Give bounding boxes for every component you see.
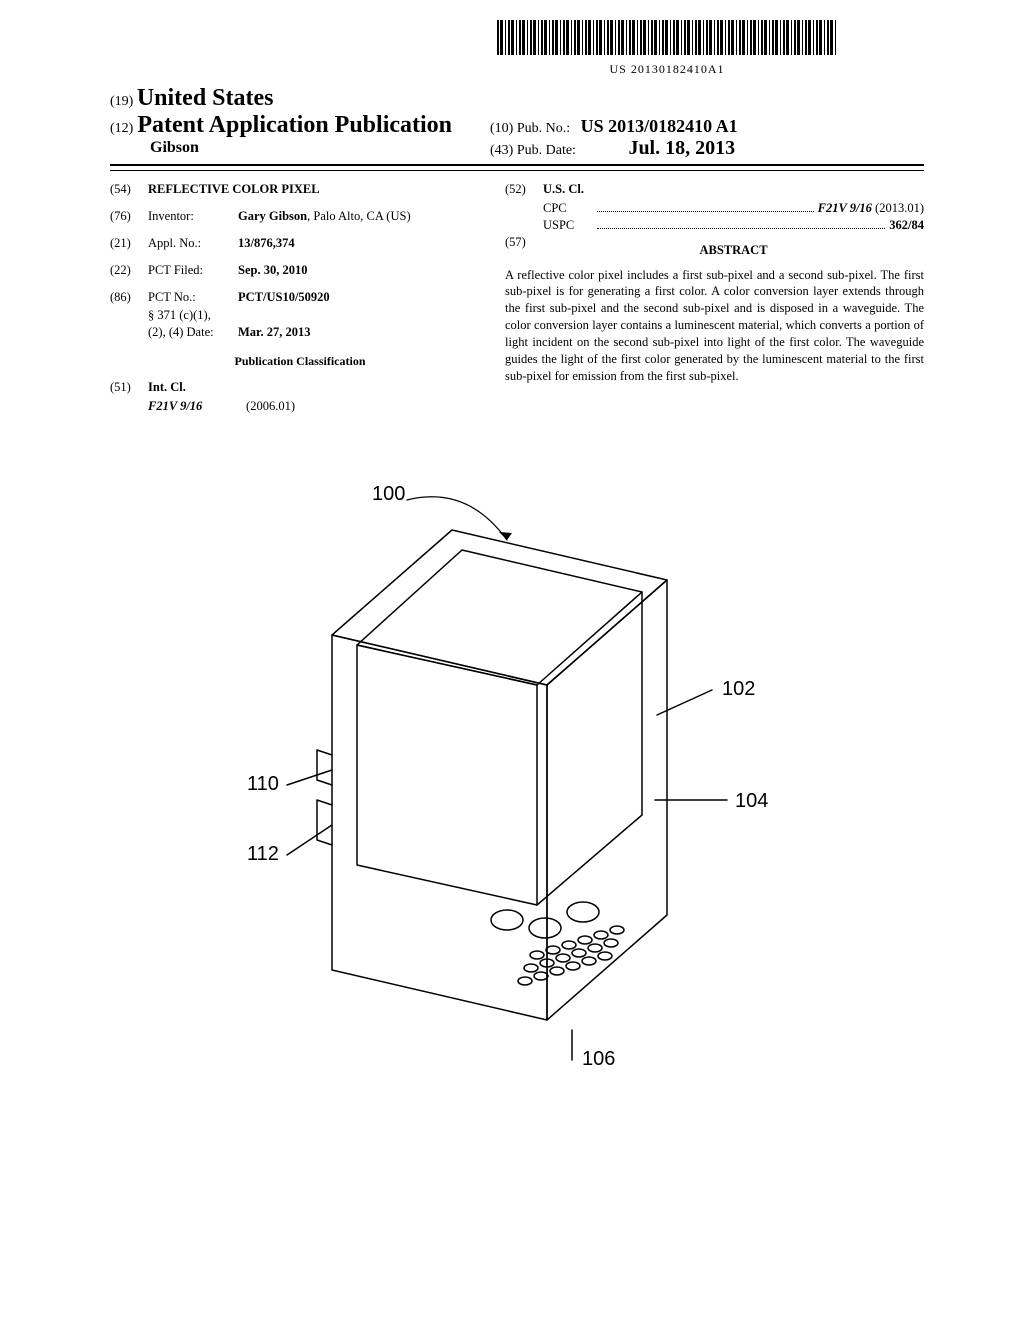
uspc-value: 362/84 [889, 217, 924, 234]
intcl-year: (2006.01) [246, 399, 295, 413]
dots-1 [597, 211, 814, 212]
cpc-value: F21V 9/16 [818, 201, 872, 215]
section371-date-label: (2), (4) Date: [148, 324, 238, 341]
intcl-row: (51) Int. Cl. [110, 379, 490, 396]
inventor-label: Inventor: [148, 208, 238, 225]
section371-block: § 371 (c)(1), (2), (4) Date: Mar. 27, 20… [148, 307, 490, 341]
country-code: (19) [110, 94, 133, 109]
title-value: REFLECTIVE COLOR PIXEL [148, 181, 320, 198]
fig-ref-104: 104 [735, 790, 768, 812]
title-row: (54) REFLECTIVE COLOR PIXEL [110, 181, 490, 198]
pctno-value: PCT/US10/50920 [238, 289, 490, 306]
country-name: United States [137, 85, 274, 111]
author-name: Gibson [150, 139, 490, 157]
inventor-location: , Palo Alto, CA (US) [307, 209, 411, 223]
applno-label: Appl. No.: [148, 235, 238, 252]
pub-no-code: (10) [490, 121, 513, 136]
pctno-code: (86) [110, 289, 148, 306]
pub-date-code: (43) [490, 143, 513, 158]
uscl-row: (52) U.S. Cl. [505, 181, 924, 198]
biblio-columns: (54) REFLECTIVE COLOR PIXEL (76) Invento… [110, 181, 924, 415]
applno-row: (21) Appl. No.: 13/876,374 [110, 235, 490, 252]
inventor-value: Gary Gibson, Palo Alto, CA (US) [238, 208, 490, 225]
cpc-value-wrap: F21V 9/16 (2013.01) [818, 200, 924, 217]
uscl-code: (52) [505, 181, 543, 198]
abstract-code: (57) [505, 234, 543, 267]
header-rule-bottom [110, 170, 924, 171]
cpc-year: (2013.01) [875, 201, 924, 215]
right-column: (52) U.S. Cl. CPC F21V 9/16 (2013.01) US… [505, 181, 924, 415]
country-line: (19) United States [110, 85, 924, 112]
abstract-heading: ABSTRACT [543, 242, 924, 259]
classification-heading: Publication Classification [110, 353, 490, 369]
pub-date-value: Jul. 18, 2013 [628, 137, 735, 159]
inventor-name: Gary Gibson [238, 209, 307, 223]
intcl-class: F21V 9/16 [148, 399, 202, 413]
pub-no-value: US 2013/0182410 A1 [581, 116, 738, 136]
barcode-block: US 20130182410A1 [410, 20, 924, 77]
barcode-graphic [497, 20, 837, 55]
header-block: (19) United States (12) Patent Applicati… [110, 85, 924, 160]
applno-value: 13/876,374 [238, 235, 490, 252]
intcl-label: Int. Cl. [148, 379, 186, 396]
figure-area: 100 102 104 106 110 112 [110, 460, 924, 1105]
patent-page: US 20130182410A1 (19) United States (12)… [0, 0, 1024, 1320]
section371-date-row: (2), (4) Date: Mar. 27, 2013 [148, 324, 490, 341]
fig-ref-110: 110 [247, 773, 279, 795]
fig-ref-100: 100 [372, 483, 405, 505]
pctfiled-row: (22) PCT Filed: Sep. 30, 2010 [110, 262, 490, 279]
dots-2 [597, 228, 885, 229]
pctfiled-label: PCT Filed: [148, 262, 238, 279]
inventor-row: (76) Inventor: Gary Gibson, Palo Alto, C… [110, 208, 490, 225]
cpc-label: CPC [543, 200, 593, 217]
fig-ref-102: 102 [722, 678, 755, 700]
fig-ref-106: 106 [582, 1048, 615, 1070]
pctfiled-value: Sep. 30, 2010 [238, 262, 490, 279]
doc-type-code: (12) [110, 121, 133, 136]
header-rule-top [110, 164, 924, 166]
section371-c1: § 371 (c)(1), [148, 307, 490, 324]
uscl-label: U.S. Cl. [543, 181, 584, 198]
pub-no-label: Pub. No.: [517, 121, 570, 136]
pub-no-line: (10) Pub. No.: US 2013/0182410 A1 [490, 116, 924, 137]
doc-type: Patent Application Publication [137, 112, 452, 138]
pctfiled-code: (22) [110, 262, 148, 279]
intcl-code: (51) [110, 379, 148, 396]
cpc-row: CPC F21V 9/16 (2013.01) USPC 362/84 [543, 200, 924, 234]
pub-date-line: (43) Pub. Date: Jul. 18, 2013 [490, 137, 924, 160]
header-row: (12) Patent Application Publication Gibs… [110, 112, 924, 160]
inventor-code: (76) [110, 208, 148, 225]
abstract-text: A reflective color pixel includes a firs… [505, 267, 924, 385]
patent-figure: 100 102 104 106 110 112 [237, 460, 797, 1100]
header-right: (10) Pub. No.: US 2013/0182410 A1 (43) P… [490, 116, 924, 160]
pub-date-label: Pub. Date: [517, 143, 576, 158]
pctno-label: PCT No.: [148, 289, 238, 306]
barcode-text: US 20130182410A1 [410, 62, 924, 77]
header-left: (12) Patent Application Publication Gibs… [110, 112, 490, 157]
title-code: (54) [110, 181, 148, 198]
left-column: (54) REFLECTIVE COLOR PIXEL (76) Invento… [110, 181, 505, 415]
fig-ref-112: 112 [247, 843, 279, 865]
intcl-value-row: F21V 9/16 (2006.01) [148, 398, 490, 415]
section371-date-value: Mar. 27, 2013 [238, 324, 490, 341]
uspc-label: USPC [543, 217, 593, 234]
abstract-header: (57) ABSTRACT [505, 234, 924, 267]
applno-code: (21) [110, 235, 148, 252]
pctno-row: (86) PCT No.: PCT/US10/50920 [110, 289, 490, 306]
